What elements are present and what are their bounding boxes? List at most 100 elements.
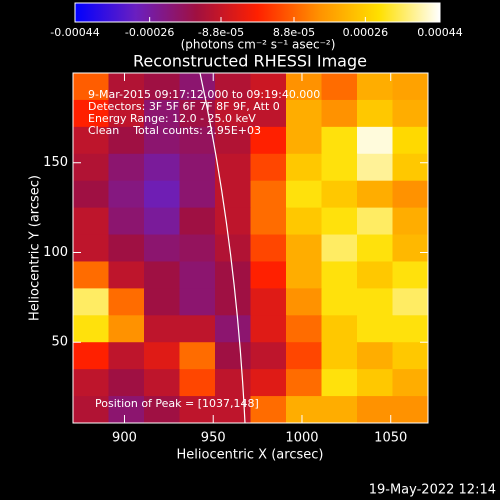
- heatmap-cell: [250, 207, 287, 236]
- heatmap-cell: [179, 369, 216, 397]
- heatmap-cell: [250, 126, 287, 155]
- heatmap-cell: [392, 396, 429, 424]
- heatmap-cell: [144, 288, 180, 316]
- heatmap-cell: [286, 153, 322, 182]
- heatmap-cell: [179, 261, 216, 289]
- heatmap-cell: [179, 207, 216, 236]
- heatmap-cell: [357, 153, 393, 182]
- heatmap-cell: [73, 207, 109, 236]
- heatmap-cell: [286, 396, 322, 424]
- heatmap-cell: [108, 73, 145, 101]
- x-axis-label: Heliocentric X (arcsec): [177, 448, 324, 463]
- heatmap-cell: [392, 288, 429, 316]
- heatmap-cell: [286, 234, 322, 262]
- colorbar-tick-label: 8.8e-05: [273, 26, 315, 39]
- heatmap-cell: [73, 315, 109, 343]
- chart-title: Reconstructed RHESSI Image: [133, 52, 367, 71]
- heatmap-cell: [215, 99, 251, 128]
- heatmap-cell: [108, 180, 145, 209]
- heatmap-cell: [357, 126, 393, 155]
- heatmap-cell: [286, 369, 322, 397]
- heatmap-cell: [357, 288, 393, 316]
- colorbar-tick-label: 0.00026: [343, 26, 389, 39]
- heatmap-cell: [286, 342, 322, 370]
- heatmap-cell: [179, 73, 216, 101]
- heatmap-cell: [144, 180, 180, 209]
- heatmap-cell: [179, 342, 216, 370]
- heatmap-cell: [392, 73, 429, 101]
- heatmap-cell: [250, 261, 287, 289]
- heatmap-cell: [250, 73, 287, 101]
- heatmap-cell: [215, 73, 251, 101]
- heatmap-cell: [357, 73, 393, 101]
- heatmap-cell: [108, 234, 145, 262]
- y-tick-label: 50: [51, 335, 68, 350]
- footer: 19-May-2022 12:14: [369, 483, 496, 498]
- heatmap-cell: [179, 234, 216, 262]
- heatmap-cell: [392, 207, 429, 236]
- heatmap-cell: [144, 99, 180, 128]
- heatmap-cell: [144, 153, 180, 182]
- heatmap-cell: [321, 261, 358, 289]
- heatmap-cell: [392, 153, 429, 182]
- heatmap-cell: [357, 180, 393, 209]
- heatmap-cell: [215, 207, 251, 236]
- heatmap-cell: [144, 126, 180, 155]
- colorbar-label: (photons cm⁻² s⁻¹ asec⁻²): [181, 38, 336, 52]
- heatmap-cell: [357, 261, 393, 289]
- heatmap-cell: [321, 234, 358, 262]
- heatmap-cell: [73, 99, 109, 128]
- heatmap-cell: [73, 369, 109, 397]
- y-tick-label: 100: [43, 245, 68, 260]
- heatmap-cell: [73, 288, 109, 316]
- heatmap-cell: [286, 180, 322, 209]
- heatmap-cell: [250, 396, 287, 424]
- y-tick-label: 150: [43, 155, 68, 170]
- heatmap-cell: [108, 396, 145, 424]
- heatmap-cell: [108, 315, 145, 343]
- heatmap-cell: [250, 369, 287, 397]
- heatmap-cell: [144, 207, 180, 236]
- heatmap-cell: [357, 315, 393, 343]
- heatmap-cell: [144, 261, 180, 289]
- heatmap-cell: [286, 207, 322, 236]
- heatmap-cell: [321, 180, 358, 209]
- heatmap-cell: [73, 73, 109, 101]
- heatmap-cell: [73, 396, 109, 424]
- heatmap-cell: [144, 315, 180, 343]
- heatmap-cell: [215, 369, 251, 397]
- heatmap-cell: [108, 288, 145, 316]
- heatmap-cell: [321, 396, 358, 424]
- heatmap-cell: [73, 126, 109, 155]
- heatmap-cell: [108, 369, 145, 397]
- heatmap-cell: [179, 288, 216, 316]
- heatmap-cell: [179, 180, 216, 209]
- heatmap-cell: [73, 261, 109, 289]
- heatmap-cell: [392, 99, 429, 128]
- colorbar: [75, 3, 440, 22]
- heatmap-cell: [215, 288, 251, 316]
- heatmap-cell: [250, 288, 287, 316]
- heatmap-cell: [392, 126, 429, 155]
- x-tick-label: 1050: [374, 431, 407, 446]
- heatmap-cell: [357, 207, 393, 236]
- heatmap-cell: [215, 342, 251, 370]
- colorbar-tick-label: -0.00044: [50, 26, 99, 39]
- heatmap-cell: [73, 153, 109, 182]
- heatmap-cell: [144, 396, 180, 424]
- heatmap-cell: [179, 396, 216, 424]
- heatmap-cell: [392, 234, 429, 262]
- heatmap-cell: [321, 288, 358, 316]
- plot-frame: [72, 72, 429, 424]
- heatmap-cell: [286, 99, 322, 128]
- heatmap-cell: [286, 73, 322, 101]
- heatmap-cell: [108, 342, 145, 370]
- x-tick-label: 900: [112, 431, 137, 446]
- heatmap-cell: [250, 342, 287, 370]
- heatmap-cell: [286, 261, 322, 289]
- heatmap-cell: [392, 261, 429, 289]
- heatmap-cell: [357, 99, 393, 128]
- heatmap-cell: [215, 234, 251, 262]
- heatmap-cell: [392, 180, 429, 209]
